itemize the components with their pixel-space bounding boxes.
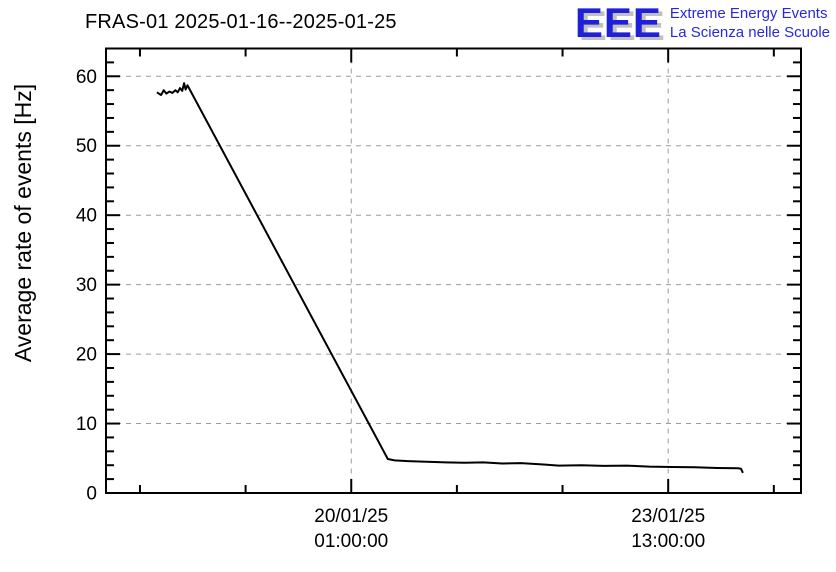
y-tick-labels: 0 10 20 30 40 50 60 — [76, 67, 97, 505]
y-tick-label: 20 — [76, 345, 97, 366]
rate-curve — [156, 82, 744, 474]
y-tick-label: 60 — [76, 67, 97, 88]
x-tick-label-time: 01:00:00 — [314, 531, 388, 552]
eee-logo-text: Extreme Energy Events La Scienza nelle S… — [670, 4, 830, 42]
eee-logo: EEE Extreme Energy Events La Scienza nel… — [574, 0, 830, 46]
y-tick-label: 40 — [76, 206, 97, 227]
eee-logo-line2: La Scienza nelle Scuole — [669, 24, 830, 41]
x-tick-labels: 20/01/25 01:00:00 23/01/25 13:00:00 — [314, 506, 705, 552]
plot-frame — [105, 47, 802, 494]
y-tick-label: 30 — [76, 275, 97, 296]
gridlines — [106, 48, 801, 493]
y-tick-label: 50 — [76, 136, 97, 157]
eee-logo-line1: Extreme Energy Events — [669, 5, 828, 22]
x-tick-label-date: 20/01/25 — [314, 506, 388, 527]
x-tick-label-date: 23/01/25 — [631, 506, 705, 527]
eee-logo-acronym: EEE — [574, 0, 662, 46]
y-tick-label: 0 — [86, 484, 97, 505]
x-tick-label-time: 13:00:00 — [631, 531, 705, 552]
plot-title: FRAS-01 2025-01-16--2025-01-25 — [85, 11, 397, 33]
axis-ticks — [106, 48, 801, 494]
y-tick-label: 10 — [76, 414, 97, 435]
